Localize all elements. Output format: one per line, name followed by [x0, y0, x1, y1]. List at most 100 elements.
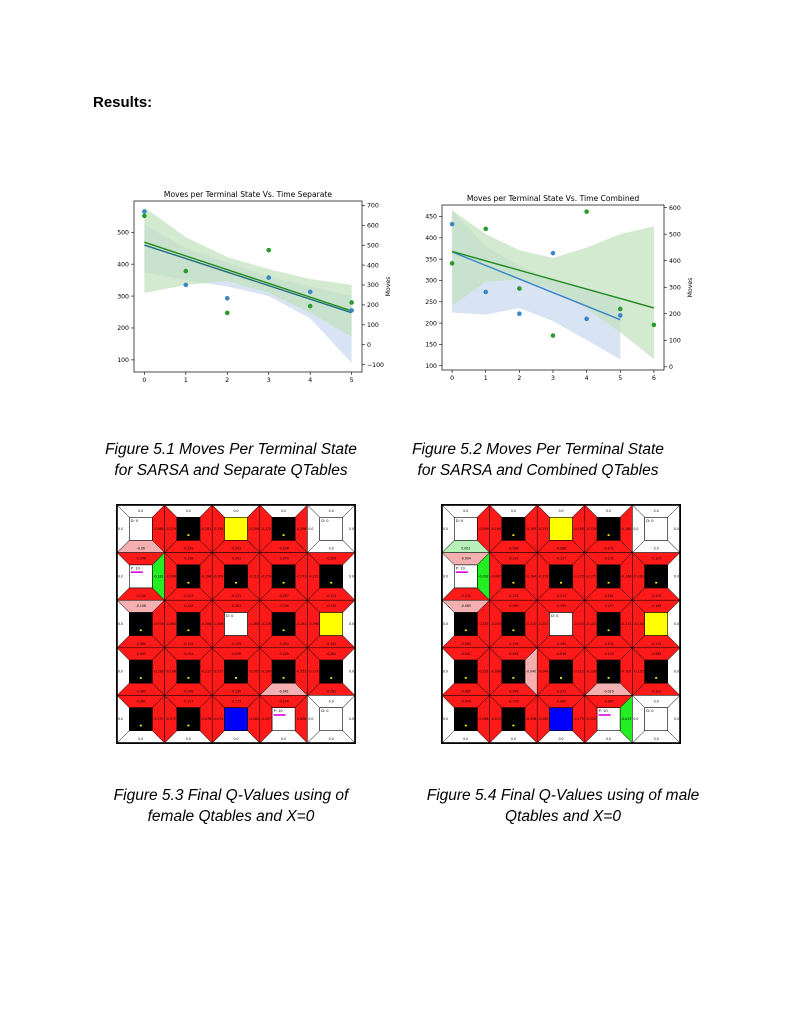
q-left-value: 0.0 [443, 670, 448, 674]
q-up-value: -0.041 [461, 652, 471, 656]
q-left-value: -0.074 [213, 717, 223, 721]
cell-label: D: 0 [321, 709, 329, 713]
q-right-value: -0.298 [296, 527, 306, 531]
confidence-band-green [144, 207, 352, 337]
q-left-value: -0.072 [166, 717, 176, 721]
q-up-value: -0.209 [278, 652, 288, 656]
y-tick-label: 150 [425, 342, 437, 349]
q-right-value: -0.137 [153, 717, 163, 721]
data-point-green [142, 213, 147, 219]
q-right-value: -0.199 [153, 670, 163, 674]
q-up-value: -0.065 [651, 652, 661, 656]
cell-dot [235, 677, 237, 679]
y-right-tick-label: 0 [669, 364, 673, 371]
caption-line: for SARSA and Combined QTables [417, 462, 659, 479]
cell-dot [282, 581, 285, 584]
grid-cell: -0.232 -0.242 -0.296 0.0 [306, 599, 356, 649]
y-right-tick-label: 500 [669, 231, 681, 238]
data-point-green [617, 306, 623, 312]
q-up-value: -0.065 [461, 604, 471, 608]
y-right-tick-label: 400 [669, 258, 681, 265]
q-right-value: -0.048 [478, 717, 488, 721]
q-down-value: -0.102 [603, 642, 613, 646]
q-right-value: 0.0 [349, 574, 354, 578]
q-right-value: -0.102 [621, 670, 631, 674]
cell-center [176, 659, 201, 684]
cell-center [549, 564, 573, 589]
q-left-value: -0.175 [586, 574, 596, 578]
grid-cell: 0.0 -0.096 -0.160 -0.195 [488, 504, 538, 554]
data-point-blue [307, 289, 313, 295]
cell-center [454, 612, 478, 636]
y-right-tick-label: 0 [367, 342, 371, 349]
q-right-value: -0.076 [201, 717, 211, 721]
q-right-value: 0.0 [674, 574, 679, 578]
data-point-green [449, 261, 455, 266]
q-down-value: 0.0 [654, 737, 659, 741]
x-tick-label: 5 [618, 375, 622, 382]
q-down-value: 0.0 [138, 737, 143, 741]
q-right-value: -0.168 [621, 574, 631, 578]
grid-cell: P: 10 -0.144 0.0 -0.157 0.006 [259, 694, 309, 744]
q-left-value: 0.0 [118, 717, 123, 721]
q-down-value: -0.064 [461, 642, 471, 646]
cell-dot [139, 629, 142, 632]
q-up-value: -0.144 [278, 699, 288, 703]
q-down-value: -0.192 [556, 642, 566, 646]
y-right-tick-label: 100 [367, 322, 379, 329]
q-down-value: -0.161 [603, 594, 613, 598]
grid-cell: -0.109 0.0 -0.072 -0.058 [488, 694, 538, 744]
q-up-value: -0.127 [556, 557, 566, 561]
grid-cell: -0.054 -0.046 -0.086 -0.040 [488, 647, 538, 697]
y-tick-label: 400 [425, 235, 437, 242]
q-up-value: 0.0 [511, 509, 516, 513]
q-right-value: -0.032 [478, 574, 488, 578]
grid-cell: -0.261 -0.261 -0.173 0.0 [306, 647, 356, 697]
q-right-value: 0.0 [349, 670, 354, 674]
q-down-value: -0.099 [183, 689, 193, 693]
q-up-value: 0.0 [654, 699, 659, 703]
data-point-green [517, 286, 522, 291]
q-down-value: 0.0 [233, 737, 238, 741]
grid-cell: -0.127 -0.213 -0.219 -0.273 [536, 551, 586, 601]
cell-center [319, 707, 343, 731]
confidence-band-blue [452, 210, 621, 360]
q-down-value: -0.223 [651, 594, 661, 598]
q-left-value: -0.053 [491, 622, 501, 626]
grid-cell: -0.193 -0.113 -0.209 -0.196 [163, 551, 213, 601]
cell-dot [282, 534, 285, 536]
q-down-value: -0.096 [508, 547, 518, 551]
cell-label: D: 0 [646, 709, 654, 713]
q-down-value: 0.0 [463, 737, 468, 741]
data-point-green [183, 268, 189, 274]
q-up-value: 0.0 [233, 509, 238, 513]
q-left-value: -0.087 [491, 574, 501, 578]
q-up-value: 0.0 [186, 509, 191, 513]
q-left-value: -0.130 [633, 622, 643, 626]
cell-center [596, 612, 621, 636]
q-down-value: -0.084 [136, 642, 146, 646]
x-tick-label: 3 [551, 375, 555, 382]
q-left-value: 0.0 [633, 717, 638, 721]
figure-5-3-caption: Figure 5.3 Final Q-Values using of femal… [96, 785, 366, 827]
q-left-value: -0.206 [213, 622, 223, 626]
cell-dot [330, 677, 333, 679]
cell-center [271, 659, 296, 684]
q-up-value: -0.117 [183, 699, 193, 703]
q-up-value: -0.236 [278, 604, 288, 608]
y-right-tick-label: 300 [367, 282, 379, 289]
grid-cell: -0.093 -0.082 0.0 -0.199 [116, 647, 166, 697]
q-up-value: -0.054 [508, 652, 518, 656]
q-left-value: -0.271 [308, 574, 318, 578]
grid-cell: D: 0 0.0 0.002 0.0 -0.099 [441, 504, 491, 554]
agent-marker [455, 571, 468, 573]
grid-cell: -0.016 -0.241 -0.049 -0.212 [536, 647, 586, 697]
q-left-value: 0.0 [443, 527, 448, 531]
y-right-tick-label: −100 [367, 362, 384, 369]
q-up-value: -0.261 [326, 652, 336, 656]
grid-cell: -0.081 0.0 0.0 -0.137 [116, 694, 166, 744]
grid-cell: -0.065 0.0 -0.062 -0.175 [536, 694, 586, 744]
cell-center [224, 707, 248, 731]
qvalue-grid-female-svg: D: 0 0.0 -0.06 0.0 -0.064 0.0 -0.293 -0.219 -0.2… [116, 504, 356, 744]
q-up-value: 0.0 [463, 509, 468, 513]
